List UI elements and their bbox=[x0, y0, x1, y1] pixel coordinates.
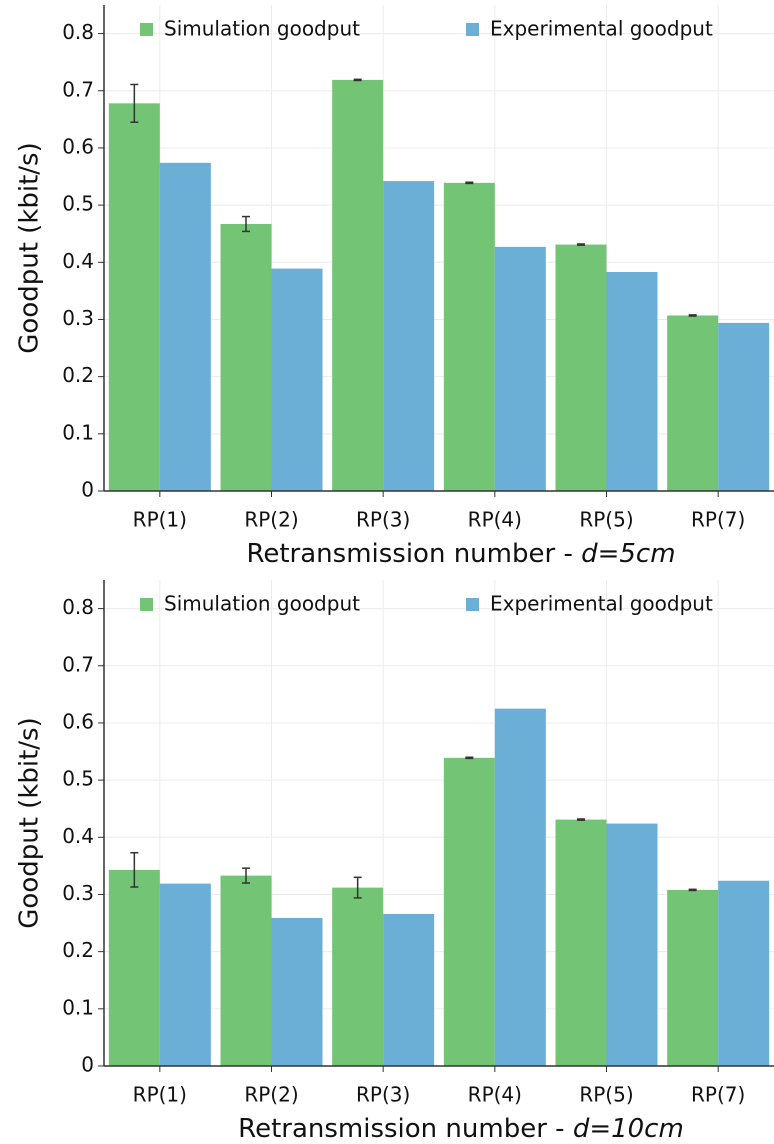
legend-label: Simulation goodput bbox=[164, 592, 360, 616]
y-tick-label: 0.3 bbox=[62, 306, 94, 330]
x-axis-label: Retransmission number - d=5cm bbox=[246, 539, 675, 569]
y-tick-label: 0.7 bbox=[62, 652, 94, 676]
error-bar bbox=[465, 756, 474, 760]
y-tick-label: 0.2 bbox=[62, 363, 94, 387]
bar bbox=[383, 181, 435, 492]
x-axis-label: Retransmission number - d=10cm bbox=[238, 1114, 684, 1144]
bar bbox=[271, 917, 323, 1066]
legend-label: Simulation goodput bbox=[164, 17, 360, 41]
y-tick-label: 0 bbox=[81, 478, 94, 502]
legend-swatch bbox=[466, 598, 479, 611]
bar bbox=[443, 757, 495, 1066]
legend-swatch bbox=[466, 23, 479, 36]
bar bbox=[494, 708, 546, 1066]
error-bar bbox=[577, 243, 585, 246]
error-bar bbox=[688, 888, 697, 892]
x-tick-label: RP(1) bbox=[133, 1083, 187, 1107]
error-bar bbox=[353, 78, 362, 82]
bar bbox=[443, 182, 495, 491]
bar bbox=[606, 272, 658, 491]
y-tick-label: 0.2 bbox=[62, 938, 94, 962]
bar bbox=[555, 244, 607, 491]
y-tick-label: 0.4 bbox=[62, 824, 94, 848]
x-tick-label: RP(1) bbox=[133, 508, 187, 532]
error-bar bbox=[465, 181, 474, 185]
y-tick-label: 0.4 bbox=[62, 249, 94, 273]
x-axis-label-italic: d=5cm bbox=[581, 539, 675, 569]
bar bbox=[667, 889, 719, 1066]
x-axis-label-text: Retransmission number - bbox=[238, 1114, 564, 1144]
x-tick-label: RP(4) bbox=[468, 1083, 522, 1107]
bar bbox=[271, 268, 323, 491]
legend-label: Experimental goodput bbox=[490, 17, 713, 41]
x-tick-label: RP(3) bbox=[356, 1083, 410, 1107]
y-tick-label: 0.8 bbox=[62, 595, 94, 619]
bar bbox=[383, 913, 435, 1066]
bar bbox=[220, 223, 272, 491]
y-tick-label: 0.6 bbox=[62, 709, 94, 733]
x-tick-label: RP(7) bbox=[691, 508, 745, 532]
bar bbox=[332, 887, 384, 1066]
x-tick-label: RP(2) bbox=[244, 1083, 298, 1107]
bar bbox=[108, 869, 160, 1066]
error-bar bbox=[688, 314, 697, 317]
y-axis-label: Goodput (kbit/s) bbox=[15, 717, 45, 928]
bar bbox=[494, 246, 546, 491]
bar bbox=[159, 162, 211, 491]
y-tick-label: 0.7 bbox=[62, 77, 94, 101]
legend-swatch bbox=[140, 23, 153, 36]
error-bar bbox=[242, 867, 250, 884]
x-tick-label: RP(5) bbox=[579, 1083, 633, 1107]
x-tick-label: RP(3) bbox=[356, 508, 410, 532]
error-bar bbox=[130, 83, 139, 123]
error-bar bbox=[242, 215, 250, 233]
bar bbox=[159, 883, 211, 1066]
x-tick-label: RP(5) bbox=[579, 508, 633, 532]
error-bar bbox=[353, 876, 362, 899]
x-tick-label: RP(4) bbox=[468, 508, 522, 532]
bar bbox=[555, 819, 607, 1066]
y-tick-label: 0.5 bbox=[62, 192, 94, 216]
bar bbox=[718, 880, 770, 1066]
bar bbox=[220, 875, 272, 1066]
y-tick-label: 0.8 bbox=[62, 20, 94, 44]
x-axis-label-text: Retransmission number - bbox=[246, 539, 572, 569]
bar bbox=[606, 823, 658, 1066]
y-axis-label: Goodput (kbit/s) bbox=[15, 142, 45, 353]
bar bbox=[332, 79, 384, 491]
y-tick-label: 0.1 bbox=[62, 420, 94, 444]
x-tick-label: RP(7) bbox=[691, 1083, 745, 1107]
legend-swatch bbox=[140, 598, 153, 611]
error-bar bbox=[577, 818, 585, 821]
y-tick-label: 0 bbox=[81, 1053, 94, 1077]
y-tick-label: 0.1 bbox=[62, 995, 94, 1019]
x-tick-label: RP(2) bbox=[244, 508, 298, 532]
y-tick-label: 0.3 bbox=[62, 881, 94, 905]
error-bar bbox=[130, 851, 139, 888]
bar bbox=[667, 315, 719, 491]
bar bbox=[718, 322, 770, 491]
legend-label: Experimental goodput bbox=[490, 592, 713, 616]
x-axis-label-italic: d=10cm bbox=[573, 1114, 684, 1144]
y-tick-label: 0.6 bbox=[62, 134, 94, 158]
bar bbox=[108, 103, 160, 491]
y-tick-label: 0.5 bbox=[62, 767, 94, 791]
